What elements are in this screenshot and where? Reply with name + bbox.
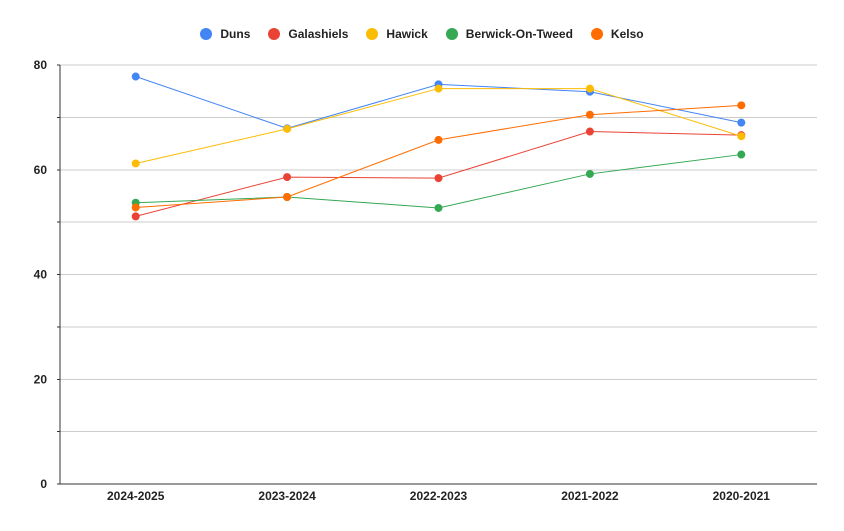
y-tick-label: 20	[34, 372, 48, 386]
data-point-galashiels	[434, 174, 443, 183]
legend: Duns Galashiels Hawick Berwick-On-Tweed …	[0, 24, 844, 44]
legend-label-kelso: Kelso	[610, 27, 644, 41]
series-line-hawick	[135, 88, 742, 164]
y-tick-label: 80	[34, 58, 48, 72]
legend-label-galashiels: Galashiels	[288, 27, 349, 41]
y-tick-label: 0	[40, 477, 47, 491]
legend-swatch-duns	[200, 28, 213, 40]
x-tick-label: 2023-2024	[258, 489, 316, 503]
data-point-berwick-on-tweed	[737, 150, 746, 159]
legend-item-hawick[interactable]: Hawick	[366, 27, 428, 41]
data-point-duns	[737, 118, 746, 127]
x-tick-label: 2024-2025	[107, 489, 165, 503]
data-point-galashiels	[283, 173, 292, 182]
data-point-berwick-on-tweed	[585, 169, 594, 178]
data-point-galashiels	[131, 212, 140, 221]
data-point-kelso	[737, 101, 746, 110]
legend-swatch-galashiels	[268, 28, 281, 40]
data-point-kelso	[434, 135, 443, 144]
y-tick-label: 60	[34, 163, 48, 177]
legend-item-kelso[interactable]: Kelso	[590, 27, 644, 41]
legend-label-hawick: Hawick	[386, 27, 428, 41]
legend-label-duns: Duns	[220, 27, 251, 41]
x-tick-label: 2021-2022	[561, 489, 619, 503]
legend-swatch-berwick-on-tweed	[445, 28, 458, 40]
legend-swatch-hawick	[366, 28, 379, 40]
data-point-kelso	[283, 192, 292, 201]
data-point-berwick-on-tweed	[434, 203, 443, 212]
data-point-hawick	[434, 84, 443, 93]
x-tick-label: 2020-2021	[713, 489, 771, 503]
x-tick-label: 2022-2023	[410, 489, 468, 503]
data-point-hawick	[131, 159, 140, 168]
data-point-duns	[131, 72, 140, 81]
legend-item-duns[interactable]: Duns	[200, 27, 250, 41]
series-line-galashiels	[135, 131, 742, 217]
data-point-kelso	[131, 203, 140, 212]
data-point-hawick	[737, 132, 746, 141]
legend-label-berwick-on-tweed: Berwick-On-Tweed	[465, 27, 573, 41]
data-point-kelso	[585, 110, 594, 119]
y-tick-label: 40	[34, 268, 48, 282]
legend-swatch-kelso	[590, 28, 603, 40]
legend-item-berwick-on-tweed[interactable]: Berwick-On-Tweed	[445, 27, 573, 41]
data-point-galashiels	[585, 127, 594, 136]
legend-item-galashiels[interactable]: Galashiels	[268, 27, 348, 41]
data-point-hawick	[585, 84, 594, 93]
data-point-hawick	[283, 124, 292, 133]
series-line-kelso	[135, 104, 742, 208]
